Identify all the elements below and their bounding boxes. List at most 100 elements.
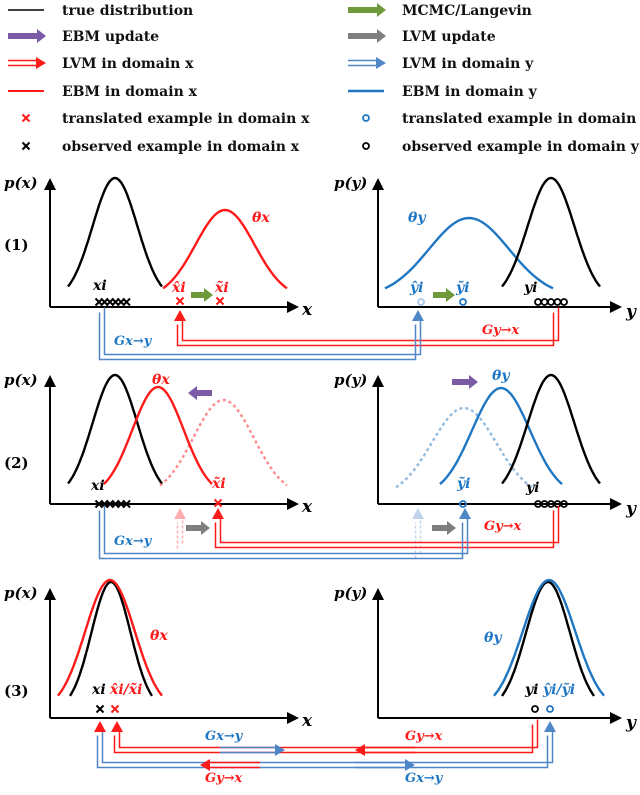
observed-y-marker [553,298,562,306]
theta-x-label: θx [152,372,170,388]
g-yx-connector [176,312,555,347]
xi-label: xi [91,682,106,698]
g-xy-arrowhead [412,310,424,321]
g-yx-arrow-bottom-head [200,759,210,771]
true-distribution-x [68,580,154,697]
g-xy-label: Gx→y [114,534,153,549]
observed-x-marker [122,499,131,509]
observed-y-marker [547,298,555,306]
ebm-x-curve-old [159,398,288,487]
true-distribution-y [501,176,601,288]
g-xy-arrowhead [459,508,471,519]
y-tilde-label: ỹi [455,279,469,296]
theta-x-label: θx [150,628,168,644]
ebm-y-curve [493,578,605,697]
theta-y-label: θy [492,368,510,384]
px-label: p(x) [4,174,38,192]
lvm-update-arrow-y [432,521,456,535]
ebm-update-arrow-x [188,386,212,400]
y-axis-label: y [625,499,637,519]
g-yx-arrowhead [174,310,186,321]
true-distribution-x [67,373,163,485]
observed-x-marker [95,704,105,714]
ebm-x-curve [162,208,288,290]
x-hat-marker [175,296,185,306]
py-label: p(y) [334,584,367,602]
x-tilde-label: x̃i [211,475,226,492]
ebm-update-arrow-y [452,375,478,389]
g-yx-connector [181,307,560,342]
translated-x-icon [21,113,31,123]
legend-label-lvm-update: LVM update [402,29,496,45]
yi-label: yi [523,280,537,296]
xi-label: xi [92,278,107,294]
g-xy-connector [98,312,417,361]
true-distribution-x [67,176,163,288]
g-yx-arrow-top-head [355,744,365,756]
step-label-1: (1) [4,236,29,254]
observed-y-marker [540,298,549,306]
py-label: p(y) [334,174,367,192]
lvm-update-arrow-x [186,521,210,535]
observed-y-marker [560,500,568,508]
y-tilde-marker [459,500,467,508]
g-yx-label-top: Gy→x [405,729,443,744]
true-distribution-y [501,580,595,697]
step-label-2: (2) [4,454,29,472]
legend: true distribution MCMC/Langevin EBM update… [8,3,640,155]
x-tilde-marker [213,498,223,508]
g-yx-arrowhead [212,508,224,519]
legend-label-true-distribution: true distribution [62,3,193,19]
g-xy-connector [96,735,549,769]
g-xy-connector [101,730,554,764]
g-xy-connector [103,505,469,555]
legend-label-lvm-y: LVM in domain y [402,56,534,72]
lvm-y-arrow-head [376,57,386,69]
ebm-y-curve [439,386,563,485]
g-yx-return-arrowhead [94,721,106,732]
g-xy-arrow-top-head [275,744,285,756]
g-yx-old-arrowhead [174,508,186,519]
x-tilde-marker [215,296,225,306]
legend-label-ebm-x: EBM in domain x [62,84,198,100]
legend-label-observed-y: observed example in domain y [402,139,640,155]
observed-y-marker [534,298,542,306]
x-hat-tilde-label: x̂i/x̃i [109,681,142,698]
y-hat-label: ŷi [409,279,423,296]
ebm-x-curve [57,578,163,697]
y-tilde-marker [459,298,467,306]
translated-x-marker [110,704,120,714]
observed-y-icon [362,142,370,150]
mcmc-arrow-y [433,288,455,302]
mcmc-arrow [348,3,386,17]
ebm-x-curve [103,385,213,485]
true-distribution-y [501,373,601,485]
yi-label: yi [525,480,539,496]
g-xy-connector [98,510,464,560]
g-xy-arrow-bottom-head [405,759,415,771]
legend-label-translated-y: translated example in domain y [402,111,640,127]
observed-y-marker [560,298,568,306]
legend-label-lvm-x: LVM in domain x [62,56,194,72]
g-yx-connector [219,505,560,544]
y-tilde-label: ỹi [456,475,470,492]
g-yx-connector [113,724,534,754]
ebm-update-arrow [8,29,46,43]
x-hat-label: x̂i [171,280,186,296]
ebm-y-curve-old [395,406,533,489]
g-xy-arrowhead [544,721,556,732]
legend-label-mcmc: MCMC/Langevin [402,3,532,19]
g-xy-label: Gx→y [114,334,153,349]
panel-3: p(x) p(y) x y (3) θx θy xi x̂i/x̃i yi ŷi/ỹi Gx→y Gy→… [4,578,637,786]
ebm-y-curve [384,216,554,290]
legend-label-ebm-y: EBM in domain y [402,84,538,100]
g-yx-label: Gy→x [484,519,522,534]
observed-x-marker [122,297,131,307]
theta-y-label: θy [484,630,502,646]
translated-y-icon [362,114,370,122]
panel-1: p(x) p(y) x y (1) θx θy xi x̂i x̃i ŷi ỹi yi Gx→y Gy→x [4,174,637,361]
y-axis-label: y [625,713,637,733]
y-axis-label: y [625,302,637,322]
